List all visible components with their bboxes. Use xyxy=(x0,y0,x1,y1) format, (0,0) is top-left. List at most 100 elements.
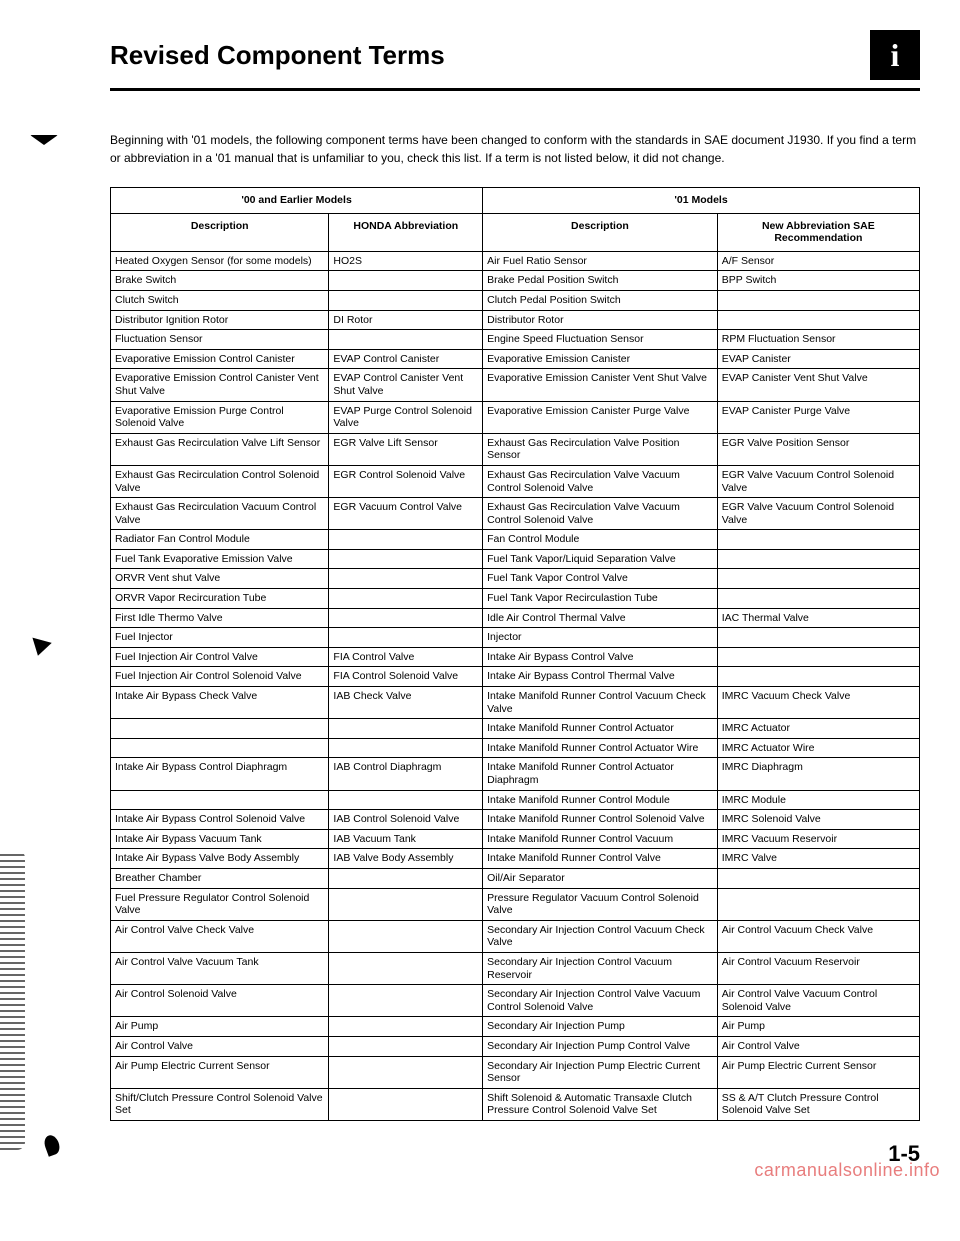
table-cell: Evaporative Emission Canister Purge Valv… xyxy=(483,401,718,433)
page-marker-icon xyxy=(30,640,60,670)
table-cell xyxy=(329,330,483,350)
table-cell: Intake Manifold Runner Control Valve xyxy=(483,849,718,869)
table-cell: Secondary Air Injection Pump xyxy=(483,1017,718,1037)
table-cell: EGR Vacuum Control Valve xyxy=(329,498,483,530)
table-cell: Intake Air Bypass Control Solenoid Valve xyxy=(111,810,329,830)
table-cell: RPM Fluctuation Sensor xyxy=(717,330,919,350)
table-row: Shift/Clutch Pressure Control Solenoid V… xyxy=(111,1088,920,1120)
table-row: Heated Oxygen Sensor (for some models)HO… xyxy=(111,251,920,271)
header-old-abbr: HONDA Abbreviation xyxy=(329,213,483,251)
table-cell: Pressure Regulator Vacuum Control Soleno… xyxy=(483,888,718,920)
table-row: Fluctuation SensorEngine Speed Fluctuati… xyxy=(111,330,920,350)
table-cell xyxy=(717,290,919,310)
table-cell: Intake Manifold Runner Control Actuator … xyxy=(483,758,718,790)
table-cell: ORVR Vent shut Valve xyxy=(111,569,329,589)
table-row: Intake Air Bypass Check ValveIAB Check V… xyxy=(111,687,920,719)
table-cell: Exhaust Gas Recirculation Valve Vacuum C… xyxy=(483,498,718,530)
table-cell: Air Control Valve xyxy=(717,1036,919,1056)
table-cell xyxy=(717,530,919,550)
table-cell: Exhaust Gas Recirculation Valve Vacuum C… xyxy=(483,465,718,497)
terms-table: '00 and Earlier Models '01 Models Descri… xyxy=(110,187,920,1121)
table-cell xyxy=(717,569,919,589)
table-row: Distributor Ignition RotorDI RotorDistri… xyxy=(111,310,920,330)
table-cell: EGR Valve Lift Sensor xyxy=(329,433,483,465)
table-cell xyxy=(717,589,919,609)
table-row: ORVR Vapor Recircuration TubeFuel Tank V… xyxy=(111,589,920,609)
table-cell: Intake Manifold Runner Control Vacuum xyxy=(483,829,718,849)
table-cell: IMRC Vacuum Check Valve xyxy=(717,687,919,719)
table-row: Intake Manifold Runner Control ModuleIMR… xyxy=(111,790,920,810)
table-row: Air Control Valve Vacuum TankSecondary A… xyxy=(111,952,920,984)
table-cell: Secondary Air Injection Control Valve Va… xyxy=(483,985,718,1017)
table-row: Clutch SwitchClutch Pedal Position Switc… xyxy=(111,290,920,310)
table-cell xyxy=(329,1017,483,1037)
table-row: Air Pump Electric Current SensorSecondar… xyxy=(111,1056,920,1088)
table-cell xyxy=(717,628,919,648)
table-cell: EVAP Control Canister xyxy=(329,349,483,369)
table-cell: Air Pump xyxy=(717,1017,919,1037)
table-row: Evaporative Emission Control Canister Ve… xyxy=(111,369,920,401)
table-cell: Air Fuel Ratio Sensor xyxy=(483,251,718,271)
header-new-group: '01 Models xyxy=(483,188,920,214)
table-cell: IAC Thermal Valve xyxy=(717,608,919,628)
table-cell: Fuel Injector xyxy=(111,628,329,648)
table-cell xyxy=(717,310,919,330)
table-cell xyxy=(717,888,919,920)
table-cell: Radiator Fan Control Module xyxy=(111,530,329,550)
table-cell: IAB Valve Body Assembly xyxy=(329,849,483,869)
table-row: Intake Manifold Runner Control ActuatorI… xyxy=(111,719,920,739)
table-cell: A/F Sensor xyxy=(717,251,919,271)
table-cell: IAB Control Diaphragm xyxy=(329,758,483,790)
table-cell: Air Control Solenoid Valve xyxy=(111,985,329,1017)
header-new-abbr: New Abbreviation SAE Recommendation xyxy=(717,213,919,251)
table-row: Exhaust Gas Recirculation Control Soleno… xyxy=(111,465,920,497)
table-cell: Exhaust Gas Recirculation Vacuum Control… xyxy=(111,498,329,530)
table-cell xyxy=(329,530,483,550)
page-title: Revised Component Terms xyxy=(110,40,445,71)
table-cell: Evaporative Emission Canister xyxy=(483,349,718,369)
table-cell: Exhaust Gas Recirculation Valve Position… xyxy=(483,433,718,465)
table-cell: Evaporative Emission Control Canister Ve… xyxy=(111,369,329,401)
table-cell: IMRC Vacuum Reservoir xyxy=(717,829,919,849)
info-icon: i xyxy=(870,30,920,80)
table-cell: Air Pump Electric Current Sensor xyxy=(717,1056,919,1088)
table-cell: Intake Air Bypass Valve Body Assembly xyxy=(111,849,329,869)
table-cell: IAB Control Solenoid Valve xyxy=(329,810,483,830)
page-marker-icon xyxy=(45,1135,75,1165)
table-cell: IMRC Valve xyxy=(717,849,919,869)
table-cell xyxy=(329,608,483,628)
table-cell xyxy=(111,719,329,739)
table-cell: Intake Air Bypass Control Thermal Valve xyxy=(483,667,718,687)
table-cell: Engine Speed Fluctuation Sensor xyxy=(483,330,718,350)
divider xyxy=(110,88,920,91)
table-cell: Air Control Vacuum Reservoir xyxy=(717,952,919,984)
table-row: First Idle Thermo ValveIdle Air Control … xyxy=(111,608,920,628)
table-cell xyxy=(329,271,483,291)
table-cell: Evaporative Emission Purge Control Solen… xyxy=(111,401,329,433)
table-cell: Evaporative Emission Control Canister xyxy=(111,349,329,369)
table-row: Intake Air Bypass Vacuum TankIAB Vacuum … xyxy=(111,829,920,849)
table-cell: Intake Manifold Runner Control Module xyxy=(483,790,718,810)
table-cell xyxy=(329,1036,483,1056)
table-cell: Shift Solenoid & Automatic Transaxle Clu… xyxy=(483,1088,718,1120)
table-row: Air Control Valve Check ValveSecondary A… xyxy=(111,920,920,952)
table-cell xyxy=(329,985,483,1017)
table-cell: Air Control Vacuum Check Valve xyxy=(717,920,919,952)
table-cell xyxy=(717,868,919,888)
table-cell: IMRC Actuator xyxy=(717,719,919,739)
table-cell xyxy=(329,628,483,648)
table-cell: FIA Control Solenoid Valve xyxy=(329,667,483,687)
table-cell: EGR Control Solenoid Valve xyxy=(329,465,483,497)
table-cell: SS & A/T Clutch Pressure Control Solenoi… xyxy=(717,1088,919,1120)
table-cell xyxy=(329,888,483,920)
table-cell xyxy=(329,719,483,739)
table-cell: Fuel Tank Vapor Recirculastion Tube xyxy=(483,589,718,609)
table-cell: Fan Control Module xyxy=(483,530,718,550)
header-new-desc: Description xyxy=(483,213,718,251)
table-row: Brake SwitchBrake Pedal Position SwitchB… xyxy=(111,271,920,291)
table-cell xyxy=(329,589,483,609)
table-cell: Air Pump Electric Current Sensor xyxy=(111,1056,329,1088)
table-cell: Brake Pedal Position Switch xyxy=(483,271,718,291)
table-row: Intake Air Bypass Control Solenoid Valve… xyxy=(111,810,920,830)
table-cell: EGR Valve Position Sensor xyxy=(717,433,919,465)
